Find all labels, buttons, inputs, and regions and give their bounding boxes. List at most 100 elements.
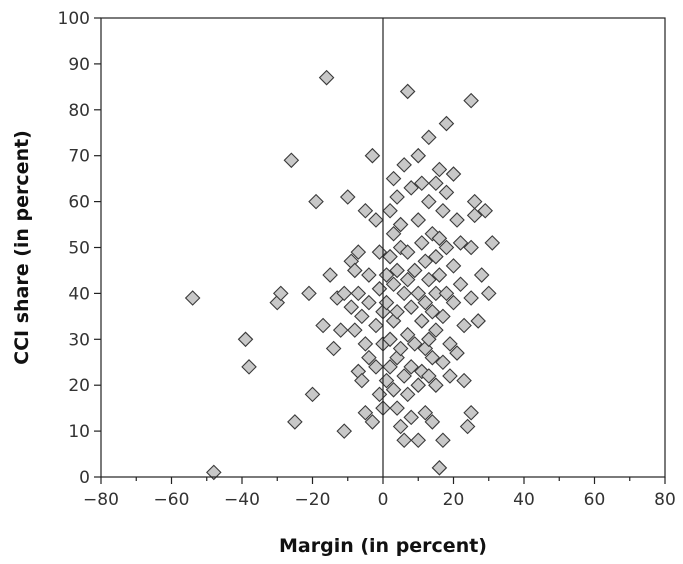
data-point	[477, 203, 494, 219]
data-point	[406, 336, 423, 352]
data-point	[347, 322, 363, 338]
data-point	[237, 331, 254, 348]
data-point	[445, 166, 462, 182]
data-point	[431, 230, 448, 247]
x-tick-label: 20	[443, 490, 465, 510]
y-tick-label: 100	[58, 9, 90, 29]
data-point	[396, 432, 412, 449]
x-tick-label: 0	[378, 490, 389, 510]
data-point	[389, 400, 405, 416]
data-point	[452, 235, 469, 251]
data-point	[396, 157, 412, 173]
y-tick-label: 10	[68, 422, 90, 442]
x-tick-label: −40	[224, 490, 260, 510]
data-point	[347, 262, 363, 279]
data-point	[287, 414, 303, 430]
data-point	[304, 386, 321, 403]
data-point	[428, 248, 444, 265]
data-point	[480, 285, 497, 302]
data-point	[438, 239, 455, 256]
data-point	[385, 382, 402, 398]
data-point	[357, 404, 374, 421]
data-point	[403, 299, 419, 315]
data-point	[438, 184, 455, 201]
data-point	[421, 271, 437, 288]
data-point	[206, 464, 222, 481]
data-point	[354, 372, 370, 389]
data-point	[354, 308, 370, 325]
data-point	[410, 285, 427, 302]
data-point	[406, 262, 423, 279]
data-point	[368, 317, 384, 334]
data-point	[410, 432, 427, 449]
x-tick-label: 80	[654, 490, 676, 510]
data-point	[449, 212, 465, 228]
data-point	[438, 115, 455, 132]
data-point	[421, 193, 437, 210]
data-point	[435, 203, 451, 219]
data-point	[449, 345, 465, 361]
data-point	[361, 349, 377, 366]
y-tick-label: 70	[68, 147, 90, 167]
data-point	[385, 225, 402, 242]
data-point	[403, 409, 419, 426]
data-point	[410, 377, 427, 393]
data-point	[389, 189, 405, 205]
data-point	[272, 285, 289, 302]
data-point	[463, 290, 479, 306]
plot-frame	[100, 17, 666, 478]
data-point	[385, 276, 402, 292]
data-point	[438, 285, 455, 302]
y-tick-label: 0	[79, 468, 90, 488]
data-point	[392, 216, 409, 233]
y-tick-label: 80	[68, 101, 90, 121]
data-point	[428, 175, 444, 192]
data-point	[452, 276, 469, 292]
y-axis-title: CCI share (in percent)	[11, 130, 33, 365]
data-point	[325, 340, 342, 357]
data-point	[399, 326, 416, 343]
data-point	[442, 368, 458, 384]
data-point	[473, 267, 490, 283]
data-point	[308, 193, 324, 210]
y-tick-label: 20	[68, 376, 90, 396]
data-point	[364, 147, 381, 164]
data-point	[361, 267, 377, 283]
y-axis-ticks: 0 10 20 30 40 50 60 70 80 90 100	[58, 9, 101, 488]
data-point	[283, 152, 300, 169]
data-point	[184, 290, 201, 306]
y-tick-label: 60	[68, 193, 90, 213]
data-point	[463, 239, 479, 256]
data-point	[399, 271, 416, 288]
data-point	[463, 92, 479, 109]
data-point	[470, 313, 486, 329]
data-point	[361, 294, 377, 311]
data-point	[484, 235, 501, 251]
data-point	[336, 423, 353, 439]
data-point	[410, 212, 427, 228]
data-point	[382, 203, 398, 219]
data-point	[431, 161, 448, 178]
data-point	[339, 189, 356, 205]
data-point	[413, 313, 430, 329]
data-point	[371, 386, 388, 403]
x-tick-label: −20	[295, 490, 331, 510]
data-point	[445, 258, 462, 274]
data-point	[424, 303, 441, 320]
y-tick-label: 50	[68, 239, 90, 259]
x-axis-ticks: −80 −60 −40 −20 0 20 40 60 80	[83, 477, 676, 510]
data-point	[424, 349, 441, 366]
data-points	[184, 69, 501, 481]
data-point	[435, 432, 451, 449]
data-point	[382, 331, 398, 348]
data-point	[410, 147, 427, 164]
data-point	[399, 244, 416, 260]
data-point	[357, 336, 374, 352]
data-point	[396, 285, 412, 302]
data-point	[315, 317, 331, 334]
data-point	[301, 285, 317, 302]
data-point	[385, 170, 402, 187]
data-point	[343, 299, 360, 315]
data-point	[417, 404, 434, 421]
